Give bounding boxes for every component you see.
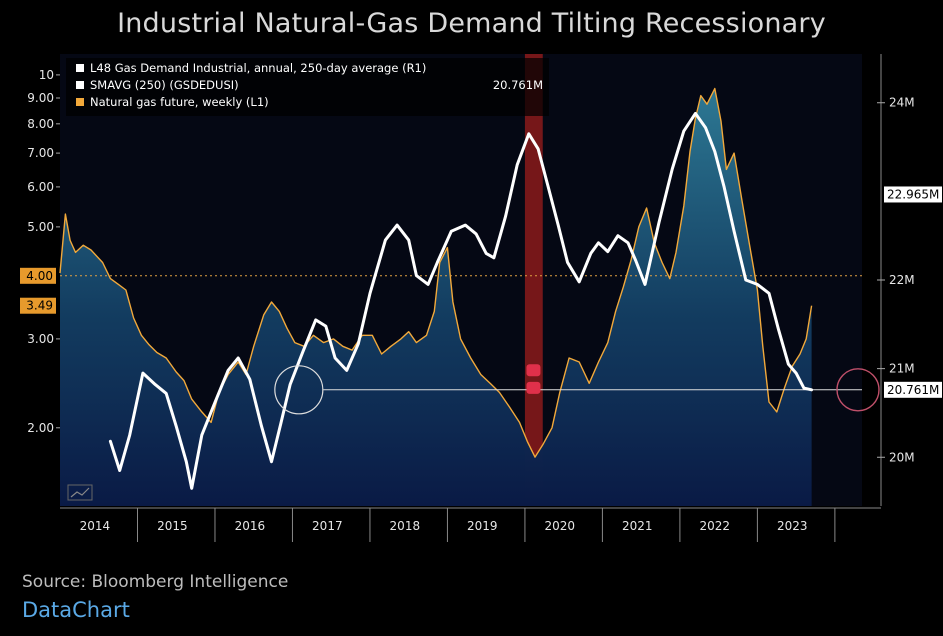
- legend-label-1: L48 Gas Demand Industrial, annual, 250-d…: [90, 61, 426, 75]
- chart: L48 Gas Demand Industrial, annual, 250-d…: [20, 54, 942, 542]
- legend-swatch-1: [76, 64, 84, 72]
- event-tag-1: [526, 364, 541, 377]
- x-tick-label-4: 2017: [312, 519, 343, 533]
- right-tick-label-4: 20M: [889, 450, 915, 464]
- right-badge-label-1: 22.965M: [887, 187, 939, 201]
- x-tick-label-1: 2014: [80, 519, 111, 533]
- source-note: Source: Bloomberg Intelligence: [22, 572, 289, 592]
- left-tick-label-3: 8.00: [27, 117, 54, 131]
- legend-label-2: SMAVG (250) (GSDEDUSI): [90, 78, 239, 92]
- x-tick-label-6: 2019: [467, 519, 498, 533]
- x-tick-label-3: 2016: [235, 519, 266, 533]
- recession-band: [524, 54, 543, 506]
- x-tick-label-2: 2015: [157, 519, 188, 533]
- left-badge-label-1: 4.00: [26, 269, 53, 283]
- industrial-demand-line: [108, 111, 814, 490]
- brand-label: DataChart: [22, 598, 130, 622]
- x-tick-label-7: 2020: [545, 519, 576, 533]
- x-tick-label-8: 2021: [622, 519, 653, 533]
- chart-title: Industrial Natural-Gas Demand Tilting Re…: [117, 8, 826, 39]
- left-tick-label-8: 2.00: [27, 421, 54, 435]
- left-tick-label-4: 7.00: [27, 146, 54, 160]
- gas-futures-area: [60, 88, 812, 506]
- chart-type-icon[interactable]: [67, 484, 93, 501]
- left-tick-label-5: 6.00: [27, 180, 54, 194]
- left-tick-label-7: 3.00: [27, 332, 54, 346]
- right-badge-2: [884, 381, 942, 398]
- legend-label-3: Natural gas future, weekly (L1): [90, 95, 269, 109]
- right-badge-label-2: 20.761M: [887, 383, 939, 397]
- left-tick-label-1: 10: [39, 68, 54, 82]
- left-badge-2: [20, 297, 56, 314]
- left-tick-label-2: 9.00: [27, 91, 54, 105]
- legend-swatch-3: [76, 98, 84, 106]
- highlight-circle-2023: [836, 368, 880, 412]
- right-tick-label-3: 21M: [889, 362, 915, 376]
- left-tick-label-6: 5.00: [27, 220, 54, 234]
- x-tick-label-10: 2023: [777, 519, 808, 533]
- x-tick-label-5: 2018: [390, 519, 421, 533]
- legend-value-2: 20.761M: [493, 78, 543, 92]
- event-tag-2: [526, 381, 541, 394]
- left-badge-label-2: 3.49: [26, 299, 53, 313]
- chart-type-icon-glyph: [70, 487, 90, 498]
- right-tick-label-2: 22M: [889, 273, 915, 287]
- x-tick-label-9: 2022: [699, 519, 730, 533]
- left-badge-1: [20, 267, 56, 284]
- right-tick-label-1: 24M: [889, 96, 915, 110]
- gas-futures-line: [59, 87, 813, 458]
- highlight-circle-2016: [274, 365, 324, 415]
- legend-box: [66, 58, 549, 116]
- legend-swatch-2: [76, 81, 84, 89]
- x-axis-strip: [60, 506, 882, 542]
- right-badge-1: [884, 186, 942, 203]
